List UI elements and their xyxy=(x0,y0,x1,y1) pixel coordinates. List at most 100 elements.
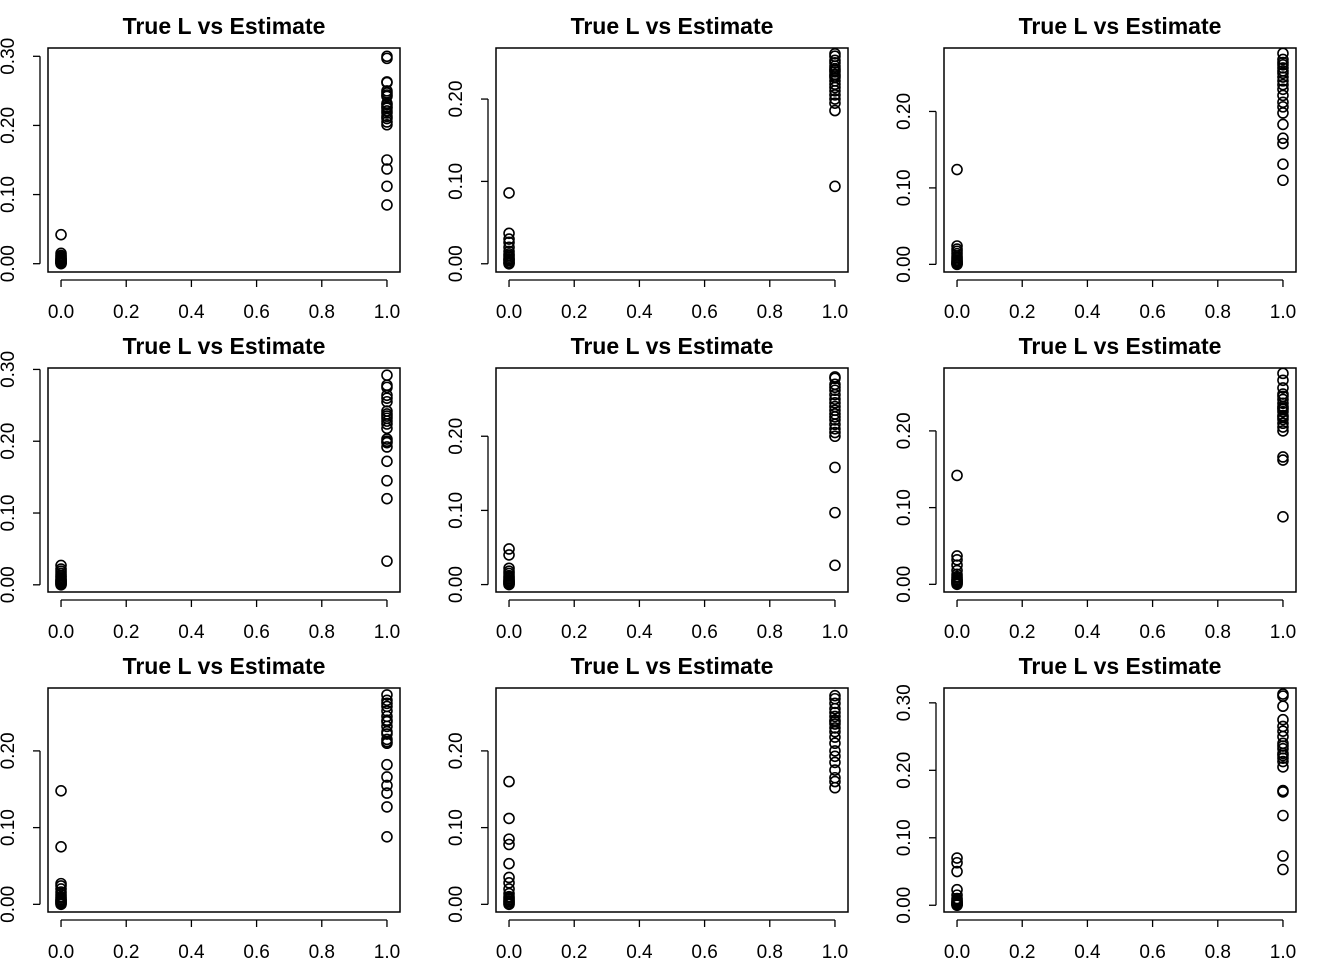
x-tick-label: 0.0 xyxy=(48,622,74,643)
data-point xyxy=(951,899,963,912)
data-point xyxy=(1277,107,1289,119)
data-point xyxy=(381,492,393,505)
data-point xyxy=(381,89,393,101)
data-point xyxy=(829,756,841,769)
data-point xyxy=(503,187,515,199)
data-point xyxy=(1277,89,1289,102)
data-point xyxy=(381,369,393,381)
data-point xyxy=(381,395,393,408)
data-point xyxy=(829,97,841,109)
x-tick-label: 0.4 xyxy=(626,942,653,960)
data-point xyxy=(381,555,393,567)
x-tick-label: 0.6 xyxy=(243,302,269,323)
data-point xyxy=(381,735,393,748)
scatter-points xyxy=(951,688,1289,912)
data-point xyxy=(1277,118,1289,131)
data-point xyxy=(829,731,841,743)
x-tick-label: 0.0 xyxy=(944,302,970,323)
x-tick-label: 0.0 xyxy=(944,622,970,643)
data-point xyxy=(1277,786,1289,798)
data-point xyxy=(1277,382,1289,394)
y-axis: 0.00 0.10 0.20 xyxy=(446,418,489,603)
data-point xyxy=(1277,59,1289,71)
data-point xyxy=(1277,863,1289,876)
data-point xyxy=(1277,47,1289,60)
data-point xyxy=(1277,809,1289,822)
x-axis: 0.0 0.2 0.4 0.6 0.8 1.0 xyxy=(496,919,848,960)
data-point xyxy=(503,898,515,911)
x-tick-label: 0.2 xyxy=(561,942,587,960)
y-tick-label: 0.00 xyxy=(0,245,19,282)
y-tick-label: 0.20 xyxy=(0,423,19,460)
data-point xyxy=(381,779,393,792)
scatter-points xyxy=(503,371,841,591)
data-point xyxy=(503,857,515,870)
y-tick-label: 0.10 xyxy=(0,176,19,213)
x-axis: 0.0 0.2 0.4 0.6 0.8 1.0 xyxy=(944,279,1296,323)
data-point xyxy=(829,104,841,117)
data-point xyxy=(829,702,841,715)
x-tick-label: 0.4 xyxy=(1074,302,1101,323)
data-point xyxy=(381,787,393,799)
scatter-panel-2: True L vs Estimate 0.0 0.2 0.4 0.6 0.8 1.0 0.00… xyxy=(446,13,849,323)
x-tick-label: 1.0 xyxy=(374,942,400,960)
data-point xyxy=(829,715,841,728)
panel-title: True L vs Estimate xyxy=(123,653,326,679)
data-point xyxy=(951,163,963,176)
y-tick-label: 0.00 xyxy=(446,245,467,282)
data-point xyxy=(951,865,963,878)
x-tick-label: 0.6 xyxy=(1139,942,1165,960)
x-tick-label: 0.4 xyxy=(178,622,205,643)
x-tick-label: 0.4 xyxy=(1074,942,1101,960)
panel-title: True L vs Estimate xyxy=(123,13,326,39)
y-tick-label: 0.20 xyxy=(446,418,467,455)
x-tick-label: 0.4 xyxy=(1074,622,1101,643)
y-tick-label: 0.10 xyxy=(446,809,467,846)
x-axis: 0.0 0.2 0.4 0.6 0.8 1.0 xyxy=(48,599,400,643)
data-point xyxy=(1277,749,1289,762)
panel-title: True L vs Estimate xyxy=(1019,653,1222,679)
x-axis: 0.0 0.2 0.4 0.6 0.8 1.0 xyxy=(496,279,848,323)
data-point xyxy=(829,57,841,69)
x-tick-label: 0.4 xyxy=(178,302,205,323)
data-point xyxy=(829,393,841,405)
data-point xyxy=(381,728,393,740)
data-point xyxy=(1277,850,1289,862)
data-point xyxy=(503,236,515,249)
data-point xyxy=(381,163,393,175)
data-point xyxy=(1277,454,1289,466)
data-point xyxy=(829,180,841,193)
x-tick-label: 0.0 xyxy=(496,302,522,323)
data-point xyxy=(381,758,393,771)
scatter-points xyxy=(951,367,1289,591)
data-point xyxy=(1277,397,1289,410)
x-tick-label: 0.2 xyxy=(113,622,139,643)
x-tick-label: 0.4 xyxy=(626,302,653,323)
x-tick-label: 0.8 xyxy=(1205,942,1231,960)
y-axis: 0.00 0.10 0.20 xyxy=(446,81,489,282)
data-point xyxy=(1277,725,1289,737)
plot-frame xyxy=(47,687,401,913)
data-point xyxy=(503,871,515,884)
x-tick-label: 0.2 xyxy=(113,302,139,323)
x-tick-label: 0.6 xyxy=(243,942,269,960)
y-tick-label: 0.00 xyxy=(894,566,915,603)
y-tick-label: 0.00 xyxy=(894,887,915,924)
x-tick-label: 0.4 xyxy=(626,622,653,643)
data-point xyxy=(381,107,393,119)
data-point xyxy=(1277,755,1289,768)
data-point xyxy=(829,737,841,750)
data-point xyxy=(829,559,841,572)
data-point xyxy=(55,257,67,270)
x-axis: 0.0 0.2 0.4 0.6 0.8 1.0 xyxy=(944,919,1296,960)
plot-frame xyxy=(943,687,1297,913)
data-point xyxy=(503,775,515,788)
y-tick-label: 0.10 xyxy=(0,495,19,532)
x-tick-label: 0.8 xyxy=(309,942,335,960)
data-point xyxy=(829,423,841,435)
x-tick-label: 0.6 xyxy=(1139,622,1165,643)
scatter-points xyxy=(951,47,1289,271)
data-point xyxy=(1277,132,1289,145)
y-tick-label: 0.10 xyxy=(446,492,467,529)
